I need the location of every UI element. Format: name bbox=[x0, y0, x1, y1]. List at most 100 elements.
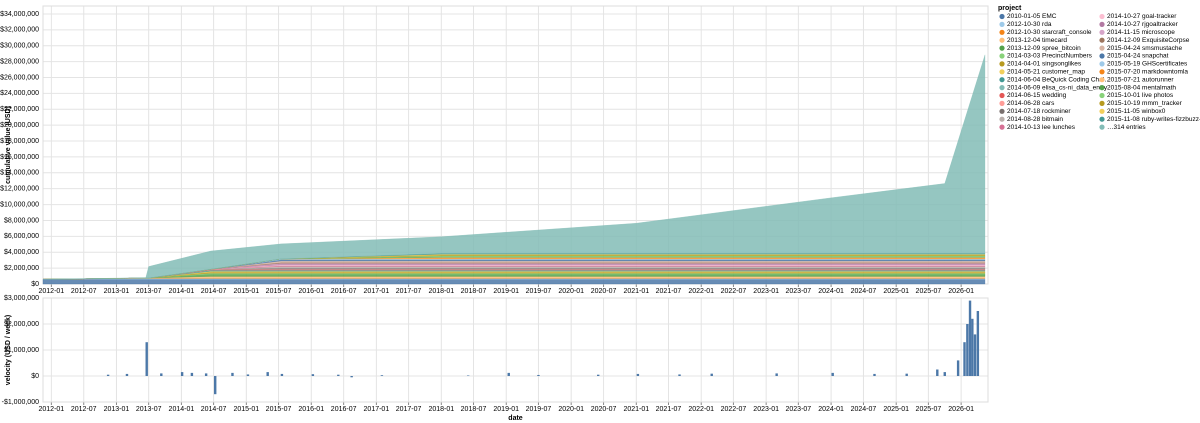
x-tick-label: 2022-01 bbox=[688, 406, 714, 413]
legend-swatch bbox=[999, 29, 1005, 35]
x-tick-label: 2024-01 bbox=[818, 288, 844, 295]
legend-label: 2014-08-28 bitmain bbox=[1007, 116, 1063, 123]
y-tick-label: $18,000,000 bbox=[0, 138, 39, 145]
legend-label: 2015-04-24 smsmustache bbox=[1107, 45, 1183, 52]
area-series bbox=[42, 54, 986, 280]
legend-label: 2012-10-30 rda bbox=[1007, 21, 1052, 28]
legend-swatch bbox=[1099, 61, 1105, 67]
x-tick-label: 2023-01 bbox=[753, 406, 779, 413]
y-tick-label: $34,000,000 bbox=[0, 11, 39, 18]
y-tick-label: $2,000,000 bbox=[4, 321, 39, 328]
area-series bbox=[42, 279, 986, 285]
x-tick-label: 2020-07 bbox=[591, 406, 617, 413]
x-tick-label: 2022-07 bbox=[721, 406, 747, 413]
x-tick-label: 2026-01 bbox=[948, 288, 974, 295]
y-tick-label: $10,000,000 bbox=[0, 201, 39, 208]
y-tick-label: $16,000,000 bbox=[0, 154, 39, 161]
x-tick-label: 2023-01 bbox=[753, 288, 779, 295]
bar bbox=[636, 373, 640, 376]
legend-swatch bbox=[999, 124, 1005, 130]
legend-swatch bbox=[1099, 13, 1105, 20]
legend-swatch bbox=[1099, 116, 1105, 122]
y-tick-label: $0 bbox=[31, 373, 39, 380]
bar bbox=[905, 373, 908, 376]
x-tick-label: 2013-07 bbox=[136, 406, 162, 413]
x-tick-label: 2020-01 bbox=[558, 406, 584, 413]
bar bbox=[125, 373, 129, 376]
x-tick-label: 2017-07 bbox=[396, 406, 422, 413]
x-tick-label: 2018-01 bbox=[428, 406, 454, 413]
y-tick-label: $24,000,000 bbox=[0, 90, 39, 97]
x-tick-label: 2017-07 bbox=[396, 288, 422, 295]
legend-swatch bbox=[1099, 45, 1105, 51]
y-axis-title: velocity (USD / week) bbox=[5, 315, 12, 385]
legend-swatch bbox=[999, 61, 1005, 67]
x-axis-title: date bbox=[508, 415, 523, 422]
legend-swatch bbox=[1099, 37, 1105, 43]
x-tick-label: 2014-01 bbox=[169, 288, 195, 295]
y-tick-label: $14,000,000 bbox=[0, 170, 39, 177]
legend-swatch bbox=[999, 100, 1005, 106]
x-tick-label: 2016-01 bbox=[298, 406, 324, 413]
legend-label: 2015-11-05 winbox0 bbox=[1107, 108, 1166, 115]
x-tick-label: 2020-07 bbox=[591, 288, 617, 295]
y-tick-label: $0 bbox=[31, 281, 39, 288]
y-tick-label: $32,000,000 bbox=[0, 27, 39, 34]
x-tick-label: 2021-01 bbox=[623, 288, 649, 295]
legend-swatch bbox=[999, 92, 1005, 99]
legend-label: 2013-12-04 timecard bbox=[1007, 37, 1067, 44]
bar bbox=[966, 324, 969, 376]
bar bbox=[943, 372, 946, 376]
x-tick-label: 2025-07 bbox=[916, 406, 942, 413]
x-tick-label: 2021-07 bbox=[656, 288, 682, 295]
legend-swatch bbox=[1099, 92, 1105, 99]
y-tick-label: $2,000,000 bbox=[4, 265, 39, 272]
y-tick-label: $28,000,000 bbox=[0, 58, 39, 65]
panel: 2012-01 2012-07 2013-01 2013-07 2014-01 2014-… bbox=[2, 295, 989, 422]
legend-swatch bbox=[1099, 100, 1105, 106]
bar bbox=[204, 373, 208, 376]
legend-swatch bbox=[999, 85, 1005, 91]
y-tick-label: $26,000,000 bbox=[0, 74, 39, 81]
x-tick-label: 2012-01 bbox=[39, 406, 65, 413]
bar bbox=[106, 374, 110, 376]
x-tick-label: 2015-01 bbox=[233, 406, 259, 413]
legend-label: 2014-05-21 customer_map bbox=[1007, 69, 1085, 76]
x-tick-label: 2019-01 bbox=[493, 288, 519, 295]
x-tick-label: 2025-07 bbox=[916, 288, 942, 295]
x-tick-label: 2019-07 bbox=[526, 406, 552, 413]
legend-swatch bbox=[1099, 124, 1105, 130]
legend-label: 2015-08-04 mentalmath bbox=[1107, 84, 1176, 91]
legend-label: 2014-10-27 rjgoaltracker bbox=[1107, 21, 1179, 28]
legend-label: 2014-03-03 PrecinctNumbers bbox=[1007, 53, 1093, 60]
legend-label: 2014-06-04 BeQuick Coding Chal… bbox=[1007, 76, 1111, 83]
legend-label: 2015-07-20 markdowntomla bbox=[1107, 69, 1188, 76]
x-tick-label: 2016-01 bbox=[298, 288, 324, 295]
x-tick-label: 2014-01 bbox=[169, 406, 195, 413]
legend-label: 2015-11-08 ruby-writes-fizzbuzz-… bbox=[1107, 116, 1200, 123]
bar bbox=[775, 373, 778, 376]
bar bbox=[380, 375, 384, 376]
legend-label: 2014-04-01 singsonglikes bbox=[1007, 61, 1082, 68]
x-tick-label: 2025-01 bbox=[883, 406, 909, 413]
legend-swatch bbox=[1099, 69, 1105, 75]
bar bbox=[145, 342, 148, 376]
legend-swatch bbox=[1099, 21, 1105, 27]
y-tick-label: $1,000,000 bbox=[4, 347, 39, 354]
bar bbox=[537, 374, 540, 376]
bar bbox=[710, 373, 713, 376]
x-tick-label: 2024-01 bbox=[818, 406, 844, 413]
bar bbox=[350, 376, 353, 378]
legend-label: 2015-05-19 GHScertificates bbox=[1107, 61, 1188, 68]
bar bbox=[231, 372, 234, 376]
legend-label: 2014-06-28 cars bbox=[1007, 100, 1055, 107]
legend-swatch bbox=[1099, 108, 1105, 114]
y-tick-label: $6,000,000 bbox=[4, 233, 39, 240]
x-tick-label: 2018-07 bbox=[461, 288, 487, 295]
bar bbox=[160, 373, 163, 376]
bar bbox=[337, 374, 340, 376]
bar bbox=[180, 372, 184, 376]
legend-label: 2010-01-05 EMC bbox=[1007, 13, 1057, 20]
